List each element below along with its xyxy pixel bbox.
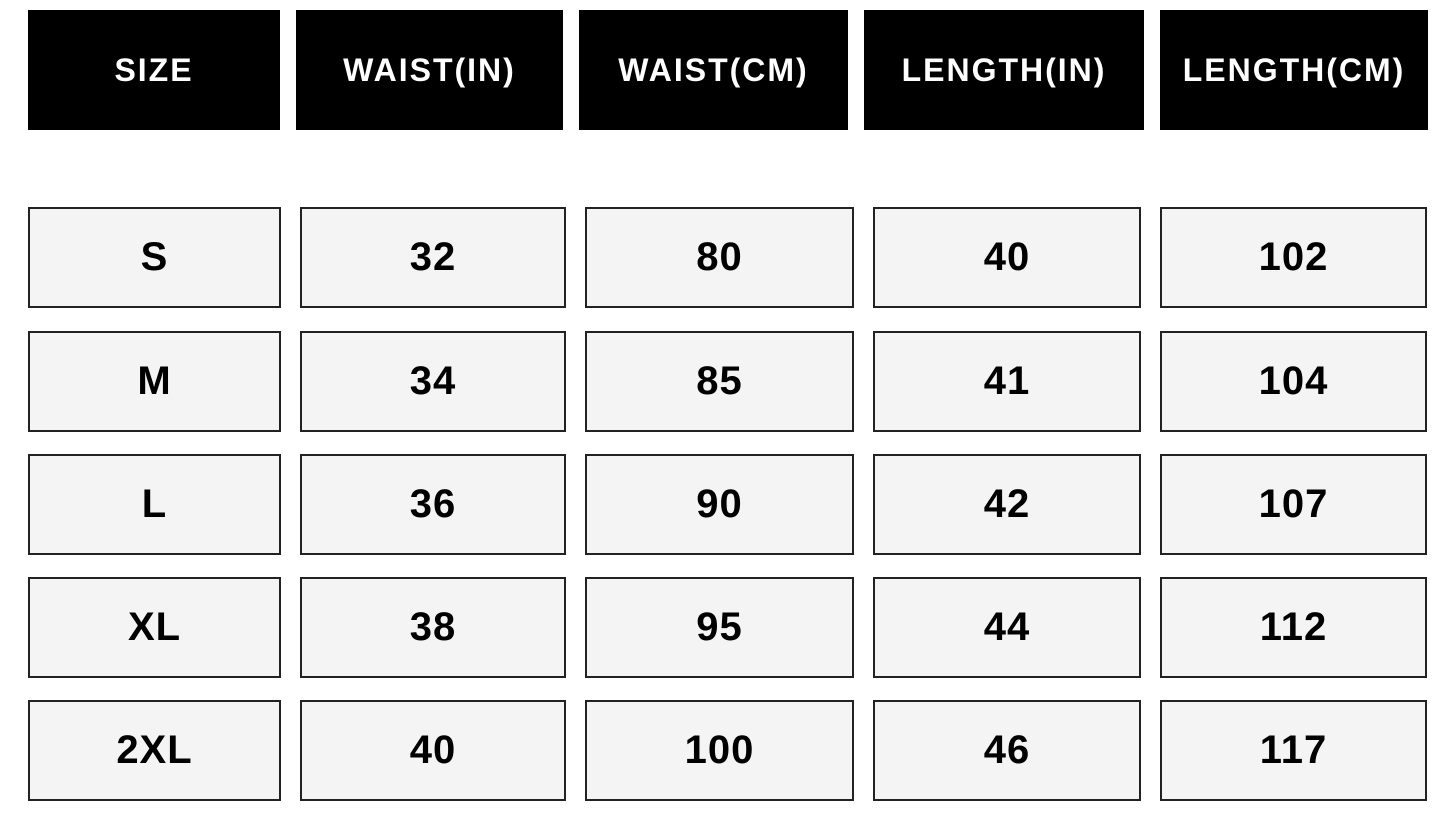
cell-waist-cm: 100 bbox=[585, 700, 854, 801]
cell-length-cm: 112 bbox=[1160, 577, 1427, 678]
header-waist-cm: WAIST(CM) bbox=[579, 10, 848, 130]
cell-waist-cm: 90 bbox=[585, 454, 854, 555]
cell-size: S bbox=[28, 207, 281, 308]
cell-waist-in: 32 bbox=[300, 207, 566, 308]
cell-length-in: 42 bbox=[873, 454, 1141, 555]
cell-waist-in: 40 bbox=[300, 700, 566, 801]
header-size: SIZE bbox=[28, 10, 280, 130]
cell-size: XL bbox=[28, 577, 281, 678]
cell-size: L bbox=[28, 454, 281, 555]
header-length-in: LENGTH(IN) bbox=[864, 10, 1144, 130]
cell-length-cm: 102 bbox=[1160, 207, 1427, 308]
cell-length-in: 46 bbox=[873, 700, 1141, 801]
cell-size: M bbox=[28, 331, 281, 432]
cell-length-in: 44 bbox=[873, 577, 1141, 678]
cell-waist-in: 36 bbox=[300, 454, 566, 555]
cell-waist-cm: 80 bbox=[585, 207, 854, 308]
cell-size: 2XL bbox=[28, 700, 281, 801]
cell-waist-cm: 85 bbox=[585, 331, 854, 432]
cell-waist-in: 38 bbox=[300, 577, 566, 678]
header-length-cm: LENGTH(CM) bbox=[1160, 10, 1428, 130]
cell-length-in: 40 bbox=[873, 207, 1141, 308]
cell-length-cm: 117 bbox=[1160, 700, 1427, 801]
cell-waist-in: 34 bbox=[300, 331, 566, 432]
cell-length-cm: 104 bbox=[1160, 331, 1427, 432]
cell-length-cm: 107 bbox=[1160, 454, 1427, 555]
cell-waist-cm: 95 bbox=[585, 577, 854, 678]
header-waist-in: WAIST(IN) bbox=[296, 10, 563, 130]
cell-length-in: 41 bbox=[873, 331, 1141, 432]
